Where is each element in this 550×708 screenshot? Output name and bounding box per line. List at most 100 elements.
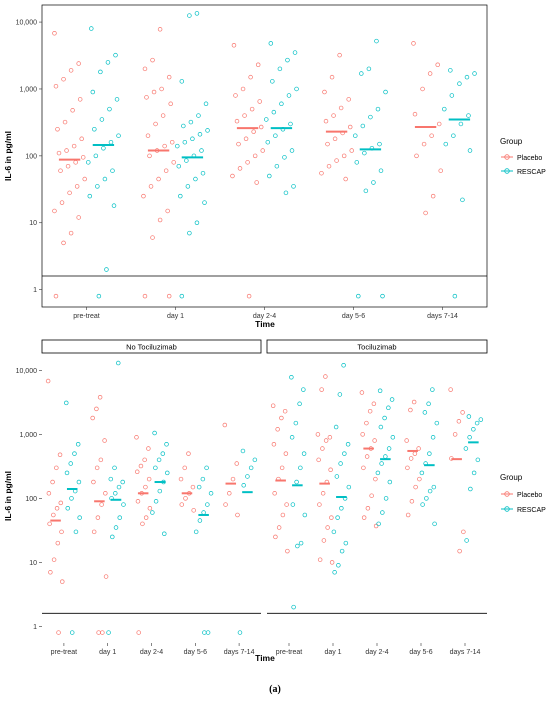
- bottom-left-point-placebo: [94, 465, 100, 471]
- bottom-left-point-rescap: [77, 515, 82, 520]
- top-point-placebo: [429, 133, 434, 138]
- top-xtick-label: day 5-6: [342, 313, 365, 320]
- bottom-left-point-placebo: [47, 521, 52, 527]
- top-point-placebo: [242, 113, 247, 118]
- bottom-left-point-placebo: [56, 630, 61, 635]
- top-ytick-label: 10,000: [16, 20, 38, 27]
- top-point-placebo: [165, 208, 170, 214]
- bottom-right-point-rescap: [467, 435, 472, 440]
- bottom-right-point-placebo: [321, 538, 327, 543]
- bottom-right-xtick-label: pre-treat: [276, 649, 303, 656]
- bottom-right-point-placebo: [279, 465, 285, 471]
- top-point-placebo: [420, 86, 425, 92]
- legend-top-swatch-dot-rescap: [504, 168, 510, 174]
- top-point-rescap: [188, 119, 194, 125]
- bottom-right-point-placebo: [317, 502, 322, 507]
- legend-top: Group Placebo RESCAP: [500, 137, 546, 176]
- bottom-right-point-placebo: [317, 557, 323, 562]
- top-point-placebo: [323, 118, 329, 124]
- top-point-placebo: [254, 180, 259, 185]
- bottom-right-point-placebo: [461, 529, 466, 535]
- bottom-left-point-rescap: [69, 630, 75, 635]
- bottom-left-point-placebo: [46, 491, 52, 496]
- top-ytick-label: 1: [33, 287, 37, 294]
- bottom-left-point-rescap: [237, 630, 243, 635]
- bottom-left-point-placebo: [136, 630, 141, 635]
- top-xtick-label: day 1: [167, 313, 184, 320]
- bottom-right-point-placebo: [285, 548, 290, 554]
- bottom-left-point-placebo: [140, 521, 145, 527]
- bottom-left-point-placebo: [134, 469, 140, 475]
- bottom-left-point-rescap: [112, 465, 117, 471]
- top-point-placebo: [70, 108, 75, 113]
- bottom-left-point-rescap: [113, 491, 118, 496]
- bottom-right-point-rescap: [430, 387, 435, 392]
- bottom-left-point-rescap: [240, 448, 246, 454]
- bottom-right-point-placebo: [373, 523, 379, 529]
- bottom-right-point-placebo: [412, 451, 418, 456]
- top-point-rescap: [448, 68, 453, 73]
- bottom-right-point-rescap: [335, 515, 340, 520]
- top-point-placebo: [71, 143, 77, 149]
- bottom-left-point-placebo: [90, 415, 95, 421]
- top-point-placebo: [438, 168, 443, 173]
- top-point-placebo: [73, 160, 78, 165]
- top-point-placebo: [56, 150, 62, 156]
- top-point-placebo: [251, 129, 256, 134]
- bottom-right-point-rescap: [298, 465, 303, 471]
- top-point-placebo: [252, 153, 258, 159]
- top-point-placebo: [240, 86, 246, 92]
- top-point-rescap: [356, 293, 361, 299]
- bottom-right-point-placebo: [408, 407, 413, 413]
- xaxis-top-ticks: pre-treat day 1 day 2-4 day 5-6 days 7-14: [73, 307, 458, 320]
- top-point-rescap: [354, 160, 360, 165]
- bottom-left-point-placebo: [55, 540, 61, 546]
- top-point-rescap: [190, 136, 195, 142]
- top-point-placebo: [255, 62, 261, 68]
- bottom-right-point-placebo: [319, 387, 324, 392]
- top-point-placebo: [55, 126, 60, 132]
- top-point-placebo: [74, 184, 80, 189]
- top-point-rescap: [178, 193, 183, 199]
- bottom-right-point-rescap: [431, 484, 437, 490]
- bottom-right-point-rescap: [377, 388, 383, 393]
- top-point-placebo: [157, 27, 163, 32]
- top-point-placebo: [258, 124, 264, 130]
- bottom-left-point-rescap: [245, 474, 250, 479]
- top-point-rescap: [292, 50, 298, 55]
- top-point-placebo: [249, 106, 255, 112]
- bottom-left-point-placebo: [91, 529, 97, 535]
- bottom-right-point-placebo: [409, 499, 415, 504]
- top-point-placebo: [76, 61, 81, 66]
- bottom-left-point-rescap: [252, 457, 258, 463]
- top-point-rescap: [277, 66, 283, 72]
- bottom-right-point-placebo: [329, 560, 335, 565]
- top-point-rescap: [176, 163, 182, 169]
- top-point-rescap: [87, 193, 93, 199]
- bottom-left-point-placebo: [227, 491, 232, 496]
- bottom-left-point-rescap: [152, 430, 157, 436]
- top-point-rescap: [110, 168, 115, 173]
- bottom-right-point-placebo: [405, 465, 410, 471]
- top-point-placebo: [260, 148, 265, 153]
- top-point-placebo: [347, 124, 353, 130]
- bottom-left-point-rescap: [150, 510, 155, 515]
- top-point-placebo: [76, 215, 81, 220]
- top-point-placebo: [230, 173, 235, 179]
- top-point-placebo: [334, 158, 339, 163]
- legend-bottom-title: Group: [500, 473, 523, 482]
- top-point-rescap: [102, 176, 108, 182]
- bottom-right-point-rescap: [298, 540, 304, 546]
- bottom-left-point-rescap: [201, 510, 206, 515]
- bottom-right-point-rescap: [434, 420, 440, 426]
- bottom-right-point-rescap: [336, 563, 341, 568]
- bottom-right-point-placebo: [411, 399, 417, 405]
- top-point-placebo: [61, 240, 66, 246]
- top-point-rescap: [202, 200, 207, 205]
- top-point-rescap: [175, 143, 180, 149]
- bottom-left-point-rescap: [162, 531, 167, 536]
- top-point-placebo: [62, 119, 68, 125]
- top-point-placebo: [151, 89, 157, 95]
- strip-right-box: [266, 339, 488, 354]
